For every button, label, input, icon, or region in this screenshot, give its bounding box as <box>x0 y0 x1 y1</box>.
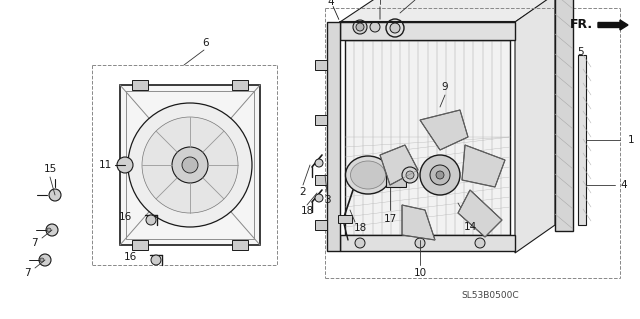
Bar <box>345 40 510 235</box>
Bar <box>132 80 148 90</box>
Bar <box>315 115 327 125</box>
Text: 18: 18 <box>300 206 314 216</box>
Ellipse shape <box>346 156 390 194</box>
Text: 7: 7 <box>24 268 30 278</box>
Circle shape <box>49 189 61 201</box>
Bar <box>232 240 248 250</box>
Bar <box>315 220 327 230</box>
Circle shape <box>315 159 323 167</box>
Text: 4: 4 <box>620 180 627 190</box>
Text: 6: 6 <box>203 38 209 48</box>
Circle shape <box>386 19 404 37</box>
Circle shape <box>430 165 450 185</box>
Text: 7: 7 <box>31 238 37 248</box>
Polygon shape <box>458 190 502 237</box>
Text: 17: 17 <box>383 214 397 224</box>
Bar <box>340 235 515 251</box>
Bar <box>120 85 260 245</box>
Bar <box>315 175 327 185</box>
Bar <box>126 91 254 239</box>
Circle shape <box>436 171 444 179</box>
Circle shape <box>390 23 400 33</box>
Ellipse shape <box>351 161 385 189</box>
Bar <box>578 55 586 225</box>
Text: FR.: FR. <box>570 19 593 32</box>
Text: 16: 16 <box>124 252 136 262</box>
Text: 10: 10 <box>413 268 427 278</box>
Circle shape <box>39 254 51 266</box>
Circle shape <box>182 157 198 173</box>
Circle shape <box>356 23 364 31</box>
Circle shape <box>475 238 485 248</box>
Circle shape <box>402 167 418 183</box>
Polygon shape <box>380 145 418 185</box>
Circle shape <box>46 224 58 236</box>
Circle shape <box>117 157 133 173</box>
Text: 15: 15 <box>44 164 56 174</box>
Polygon shape <box>340 0 557 22</box>
Circle shape <box>370 22 380 32</box>
Text: 16: 16 <box>118 212 132 222</box>
Text: 5: 5 <box>577 47 583 57</box>
Text: 2: 2 <box>300 187 307 197</box>
Text: 18: 18 <box>353 223 367 233</box>
Circle shape <box>420 155 460 195</box>
Circle shape <box>172 147 208 183</box>
Circle shape <box>40 258 44 262</box>
Bar <box>327 22 340 251</box>
Text: 4: 4 <box>328 0 334 7</box>
Text: 1: 1 <box>628 135 635 145</box>
Text: 9: 9 <box>442 82 448 92</box>
Text: 11: 11 <box>99 160 111 170</box>
Polygon shape <box>462 145 505 187</box>
Circle shape <box>406 171 414 179</box>
Text: 14: 14 <box>463 222 477 232</box>
Text: SL53B0500C: SL53B0500C <box>461 291 519 300</box>
Bar <box>132 240 148 250</box>
Polygon shape <box>402 205 435 240</box>
Circle shape <box>315 194 323 202</box>
Bar <box>340 22 515 40</box>
Bar <box>315 60 327 70</box>
Circle shape <box>415 238 425 248</box>
Circle shape <box>355 238 365 248</box>
Polygon shape <box>420 110 468 150</box>
Circle shape <box>151 255 161 265</box>
Circle shape <box>146 215 156 225</box>
Bar <box>338 215 352 223</box>
Circle shape <box>142 117 238 213</box>
Circle shape <box>353 20 367 34</box>
FancyArrow shape <box>598 20 628 30</box>
Polygon shape <box>515 0 555 253</box>
Circle shape <box>128 103 252 227</box>
Circle shape <box>47 228 51 232</box>
Bar <box>386 163 406 187</box>
Text: 3: 3 <box>324 195 330 205</box>
Bar <box>555 0 573 231</box>
Bar <box>232 80 248 90</box>
